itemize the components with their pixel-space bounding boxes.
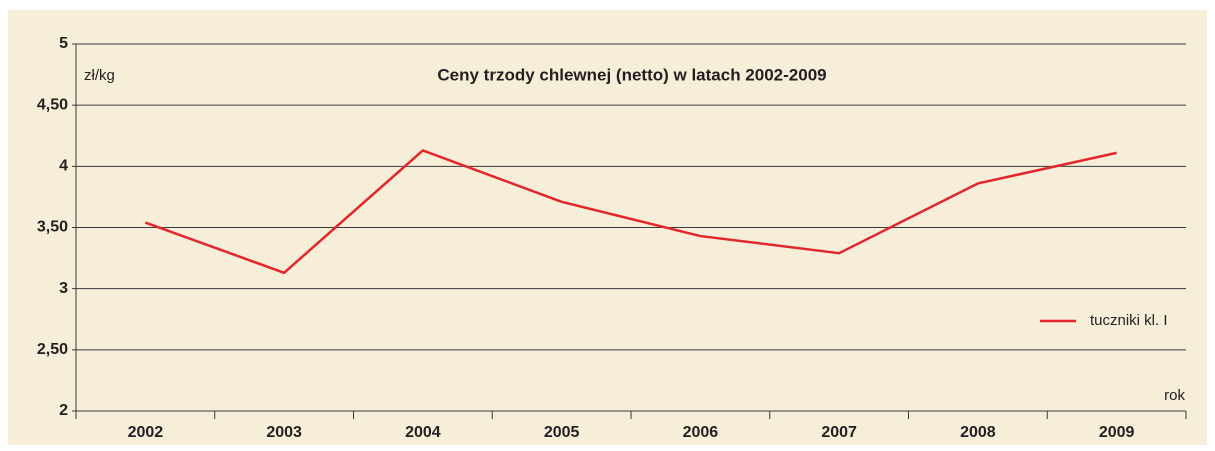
data-line xyxy=(144,149,1117,275)
x-tick-label: 2004 xyxy=(405,424,441,441)
x-tick-label: 2003 xyxy=(266,424,302,441)
y-tick-label: 2,50 xyxy=(37,341,68,358)
legend-label: tuczniki kl. I xyxy=(1090,312,1168,329)
chart-title: Ceny trzody chlewnej (netto) w latach 20… xyxy=(437,65,826,84)
y-axis-label: zł/kg xyxy=(84,67,115,84)
y-tick-label: 4 xyxy=(59,158,68,175)
x-axis-label: rok xyxy=(1164,387,1185,404)
y-tick-label: 3 xyxy=(59,280,68,297)
x-tick-label: 2006 xyxy=(683,424,719,441)
y-tick-label: 3,50 xyxy=(37,219,68,236)
x-tick-label: 2009 xyxy=(1099,424,1135,441)
y-tick-label: 4,50 xyxy=(37,96,68,113)
x-tick-label: 2005 xyxy=(544,424,580,441)
x-tick-label: 2008 xyxy=(960,424,996,441)
y-tick-label: 2 xyxy=(59,402,68,419)
x-tick-label: 2007 xyxy=(821,424,857,441)
y-tick-label: 5 xyxy=(59,35,68,52)
x-tick-label: 2002 xyxy=(128,424,164,441)
